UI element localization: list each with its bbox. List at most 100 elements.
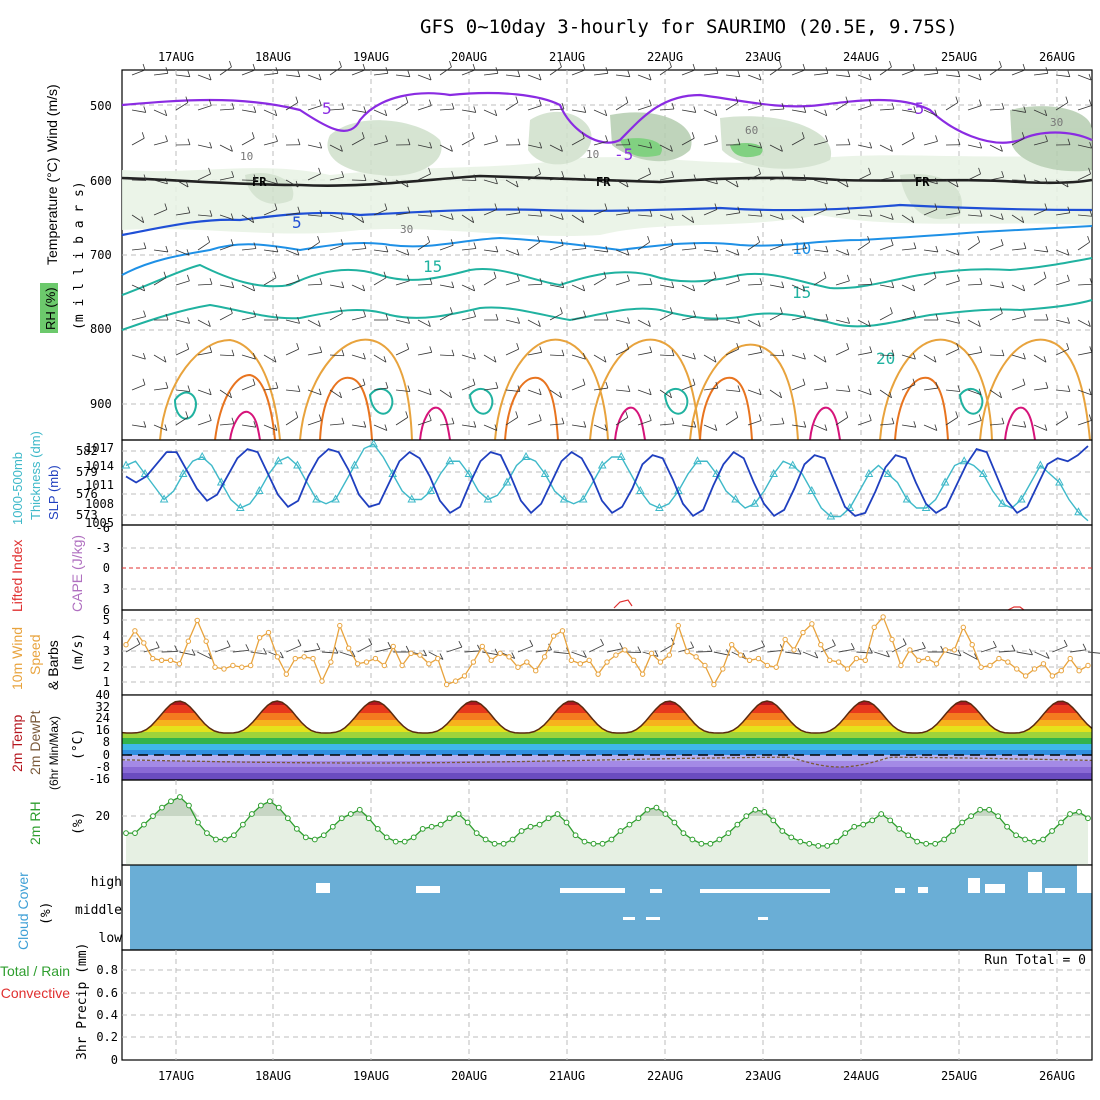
upper-barb-flag bbox=[649, 210, 653, 217]
upper-barb-flag bbox=[671, 170, 675, 178]
upper-barb bbox=[307, 144, 322, 149]
upper-barb bbox=[1055, 319, 1070, 324]
upper-barb bbox=[527, 283, 543, 286]
upper-barb-flag bbox=[1087, 236, 1090, 243]
upper-barb-flag bbox=[999, 391, 1002, 398]
upper-barb bbox=[483, 72, 498, 76]
wind-point bbox=[818, 641, 824, 648]
thickness-point bbox=[369, 439, 378, 448]
upper-barb bbox=[153, 72, 168, 76]
wind-point bbox=[996, 655, 1002, 662]
upper-barb-flag bbox=[670, 239, 674, 246]
upper-barb bbox=[1033, 387, 1048, 391]
upper-barb-flag bbox=[847, 70, 851, 77]
wind-tick-3: 3 bbox=[103, 644, 110, 658]
wind-point bbox=[889, 636, 895, 643]
thickness-point bbox=[997, 498, 1007, 507]
rh-point bbox=[437, 821, 444, 828]
upper-barb-flag bbox=[802, 63, 806, 71]
bottom-date-label: 18AUG bbox=[255, 1069, 291, 1083]
upper-barb-flag bbox=[385, 135, 388, 142]
upper-barb-flag bbox=[275, 67, 279, 74]
wind-barb-flag bbox=[226, 640, 231, 647]
wind-point bbox=[1085, 662, 1091, 669]
upper-barb bbox=[197, 214, 212, 217]
upper-barb bbox=[307, 105, 322, 111]
upper-barb bbox=[373, 387, 388, 391]
wind-barb bbox=[1087, 651, 1100, 654]
wind-point bbox=[809, 621, 815, 627]
upper-barb-flag bbox=[275, 381, 279, 389]
upper-barb-flag bbox=[164, 203, 168, 210]
upper-barb bbox=[879, 244, 894, 251]
contour-label-15: 15 bbox=[423, 257, 442, 276]
upper-barb bbox=[197, 420, 212, 426]
upper-barb bbox=[923, 277, 937, 286]
upper-barb bbox=[769, 423, 784, 426]
wind-barb bbox=[696, 650, 713, 653]
upper-barb bbox=[153, 354, 167, 363]
rh-point bbox=[239, 821, 246, 828]
wind-barb-flag bbox=[992, 640, 997, 648]
upper-barb-flag bbox=[671, 417, 675, 424]
temp-tick-0: 0 bbox=[103, 748, 110, 762]
upper-barb-flag bbox=[1089, 142, 1093, 149]
upper-barb bbox=[483, 249, 498, 253]
upper-barb-flag bbox=[209, 210, 213, 217]
upper-barb-flag bbox=[957, 206, 961, 213]
upper-barb bbox=[681, 384, 696, 391]
upper-barb-flag bbox=[869, 142, 873, 149]
rh-point bbox=[914, 838, 921, 845]
upper-barb bbox=[857, 214, 872, 217]
upper-barb bbox=[131, 214, 144, 223]
wind-barb bbox=[517, 645, 533, 653]
upper-barb bbox=[197, 319, 211, 327]
upper-barb-flag bbox=[605, 67, 609, 74]
rh-point bbox=[311, 836, 318, 843]
contour-label-10: 10 bbox=[792, 239, 811, 258]
upper-barb bbox=[879, 354, 895, 357]
rh-point bbox=[177, 794, 183, 800]
thickness-point bbox=[864, 468, 874, 477]
upper-barb-flag bbox=[516, 342, 520, 350]
upper-barb-flag bbox=[539, 278, 543, 285]
wind-barb bbox=[909, 647, 926, 653]
upper-barb-flag bbox=[1001, 102, 1005, 110]
upper-barb-flag bbox=[627, 70, 631, 77]
upper-barb-flag bbox=[362, 63, 366, 71]
wind-point bbox=[951, 647, 958, 653]
upper-barb bbox=[131, 316, 146, 321]
contour-warm-5 bbox=[689, 343, 799, 441]
wind-point bbox=[568, 657, 575, 664]
upper-barb bbox=[307, 420, 322, 426]
wind-barb bbox=[767, 649, 784, 653]
upper-barb bbox=[395, 249, 410, 256]
wind-barb-flag bbox=[670, 637, 675, 645]
upper-barb bbox=[901, 354, 916, 360]
upper-barb bbox=[373, 277, 387, 286]
upper-barb bbox=[593, 354, 607, 363]
upper-barb-flag bbox=[736, 342, 740, 350]
wind-barb-flag bbox=[1063, 639, 1068, 647]
upper-barb-flag bbox=[583, 352, 586, 360]
upper-barb bbox=[637, 173, 651, 181]
upper-barb bbox=[901, 316, 916, 321]
upper-barb bbox=[879, 284, 894, 289]
upper-barb-flag bbox=[605, 135, 608, 142]
wind-point bbox=[443, 681, 450, 688]
upper-barb bbox=[835, 280, 850, 286]
temp-band-4 bbox=[122, 750, 1092, 755]
rh-point bbox=[968, 813, 975, 820]
upper-barb bbox=[505, 319, 520, 324]
wind-barb bbox=[482, 651, 499, 656]
precip-frame bbox=[121, 949, 1093, 1061]
upper-barb bbox=[417, 173, 431, 181]
rh-point bbox=[761, 808, 768, 815]
upper-barb-flag bbox=[252, 378, 256, 385]
upper-barb-flag bbox=[890, 145, 893, 152]
upper-barb-flag bbox=[187, 385, 191, 392]
precip-tick-0.8: 0.8 bbox=[96, 963, 118, 977]
upper-barb-flag bbox=[890, 213, 894, 220]
upper-barb-flag bbox=[560, 239, 564, 246]
upper-barb bbox=[219, 313, 233, 321]
